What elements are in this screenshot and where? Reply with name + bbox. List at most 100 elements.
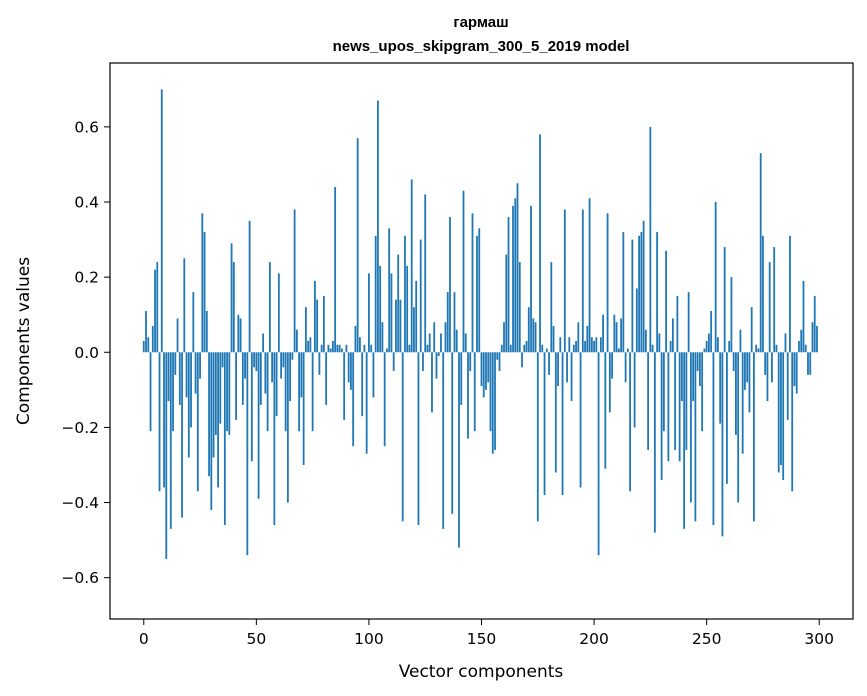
bar <box>744 352 746 390</box>
bar <box>413 307 415 353</box>
bar <box>435 352 438 379</box>
bar <box>629 352 631 492</box>
bar <box>187 352 190 458</box>
bar <box>726 352 728 484</box>
bar <box>352 352 355 447</box>
bar <box>512 205 514 353</box>
bar <box>791 352 794 492</box>
bar <box>363 344 366 353</box>
bar <box>750 307 753 353</box>
bar <box>611 352 613 379</box>
bar <box>703 348 706 353</box>
bar <box>793 352 796 387</box>
bar <box>210 352 213 511</box>
bar <box>559 337 562 353</box>
bar <box>345 344 348 353</box>
bar <box>257 352 260 499</box>
bar <box>334 186 337 353</box>
bar <box>354 325 357 353</box>
bar <box>505 254 508 353</box>
x-tick-label: 50 <box>246 630 266 648</box>
bar <box>757 348 760 353</box>
bar <box>196 352 199 492</box>
bar <box>322 295 325 353</box>
bar <box>390 273 393 353</box>
y-axis-label: Components values <box>14 257 34 425</box>
bar <box>536 352 539 522</box>
bar <box>532 318 535 353</box>
bar <box>491 352 494 454</box>
bar <box>147 337 150 353</box>
bar <box>383 352 386 447</box>
bar <box>687 292 690 353</box>
bar <box>741 352 744 454</box>
bar <box>523 344 526 353</box>
bar <box>320 344 323 353</box>
bar <box>467 352 469 439</box>
bar <box>784 333 787 353</box>
bar <box>584 341 586 353</box>
bar <box>142 341 145 353</box>
bar <box>543 352 546 496</box>
bar <box>689 352 692 503</box>
bar <box>525 341 528 353</box>
bar <box>372 352 375 398</box>
bar <box>280 352 283 379</box>
bar <box>642 220 645 353</box>
bar <box>464 333 467 353</box>
bar <box>660 352 663 480</box>
bar <box>552 325 555 353</box>
bar <box>631 239 634 353</box>
bar <box>395 299 397 353</box>
bar <box>575 341 577 353</box>
bar <box>548 352 550 375</box>
bar <box>746 352 749 383</box>
bar <box>588 198 591 353</box>
bar <box>183 258 186 353</box>
bar <box>507 217 510 353</box>
bar <box>692 352 695 402</box>
bar <box>494 352 496 450</box>
y-tick-label: −0.6 <box>61 569 99 587</box>
bar <box>496 352 499 360</box>
bar <box>451 352 454 514</box>
bar <box>433 322 436 353</box>
y-tick-label: −0.4 <box>61 494 99 512</box>
bar <box>482 352 485 398</box>
bar <box>615 322 618 353</box>
bar <box>710 310 713 353</box>
bar <box>478 228 481 353</box>
bar <box>250 352 253 462</box>
bar <box>764 352 767 375</box>
bar <box>550 262 553 353</box>
bar <box>259 352 262 405</box>
bar <box>379 265 382 353</box>
bar <box>237 314 240 353</box>
chart-subtitle: news_upos_skipgram_300_5_2019 model <box>333 38 630 55</box>
bar <box>755 344 758 353</box>
bar <box>392 352 395 372</box>
bar <box>708 333 710 353</box>
bar <box>399 299 402 353</box>
bar <box>748 352 751 413</box>
bar <box>665 250 668 353</box>
bar <box>462 190 465 353</box>
bar <box>289 352 292 402</box>
bar <box>579 352 582 488</box>
bar <box>813 295 816 353</box>
bar <box>304 307 307 353</box>
bar <box>581 209 584 353</box>
bar <box>401 352 404 522</box>
bar <box>498 352 501 372</box>
bar <box>674 352 677 450</box>
bar <box>816 325 818 353</box>
bar <box>163 352 165 488</box>
bar <box>658 333 661 353</box>
bar <box>145 310 147 353</box>
bar <box>410 179 413 353</box>
y-tick-label: 0.6 <box>74 118 99 136</box>
bar <box>656 232 659 353</box>
x-tick-label: 0 <box>139 630 149 648</box>
bar <box>302 352 305 465</box>
